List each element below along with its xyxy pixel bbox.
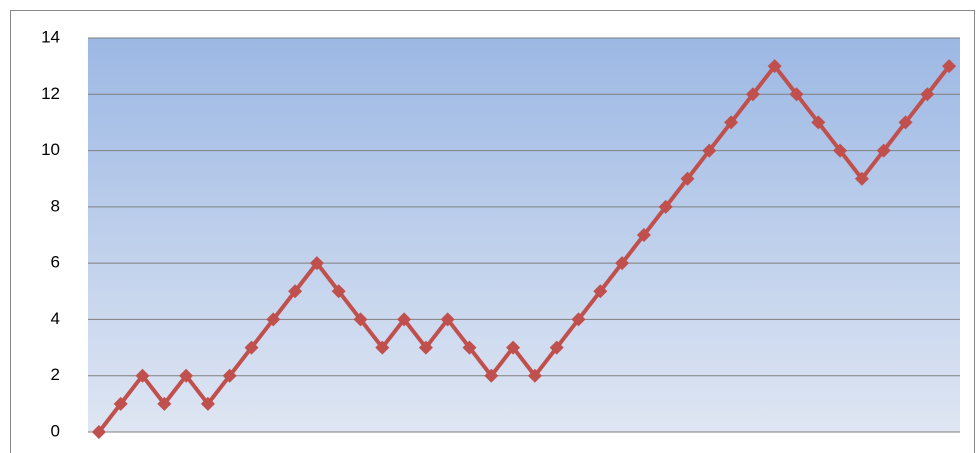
data-point: [593, 284, 608, 299]
data-point: [309, 256, 324, 271]
data-point: [636, 228, 651, 242]
data-point: [920, 87, 935, 102]
data-point: [680, 171, 695, 186]
data-point: [418, 340, 433, 355]
data-point: [854, 171, 869, 186]
data-point: [724, 115, 739, 130]
data-point: [571, 312, 586, 327]
data-point: [331, 284, 346, 299]
y-tick-label: 4: [51, 309, 60, 328]
data-point: [615, 256, 630, 271]
data-point: [833, 143, 848, 158]
data-point: [876, 143, 891, 158]
data-point: [179, 368, 194, 383]
data-point: [244, 340, 259, 355]
data-point: [658, 199, 673, 214]
data-point: [353, 312, 368, 327]
data-point: [200, 396, 215, 411]
data-point: [527, 368, 542, 383]
data-point: [942, 59, 957, 74]
y-tick-label: 0: [51, 421, 60, 440]
data-point: [91, 425, 106, 439]
data-line: [97, 64, 951, 434]
data-point: [702, 143, 717, 158]
data-point: [397, 312, 412, 327]
data-point: [113, 396, 128, 411]
y-tick-label: 12: [41, 84, 60, 103]
data-point: [157, 396, 172, 411]
data-point: [266, 312, 281, 327]
data-point: [789, 87, 804, 102]
data-point: [484, 368, 499, 383]
plot-area: [88, 38, 960, 432]
data-point: [811, 115, 826, 130]
data-point: [462, 340, 477, 355]
data-point: [440, 312, 455, 327]
y-tick-label: 14: [41, 27, 60, 46]
data-point: [375, 340, 390, 355]
y-tick-label: 8: [51, 196, 60, 215]
y-tick-label: 2: [51, 365, 60, 384]
data-point: [135, 368, 150, 383]
y-tick-label: 6: [51, 253, 60, 272]
y-tick-label: 10: [41, 140, 60, 159]
data-point: [549, 340, 564, 355]
data-point: [898, 115, 913, 130]
data-point: [767, 59, 782, 74]
data-point: [288, 284, 303, 299]
data-point: [222, 368, 237, 383]
data-point: [506, 340, 521, 355]
data-point: [745, 87, 760, 102]
